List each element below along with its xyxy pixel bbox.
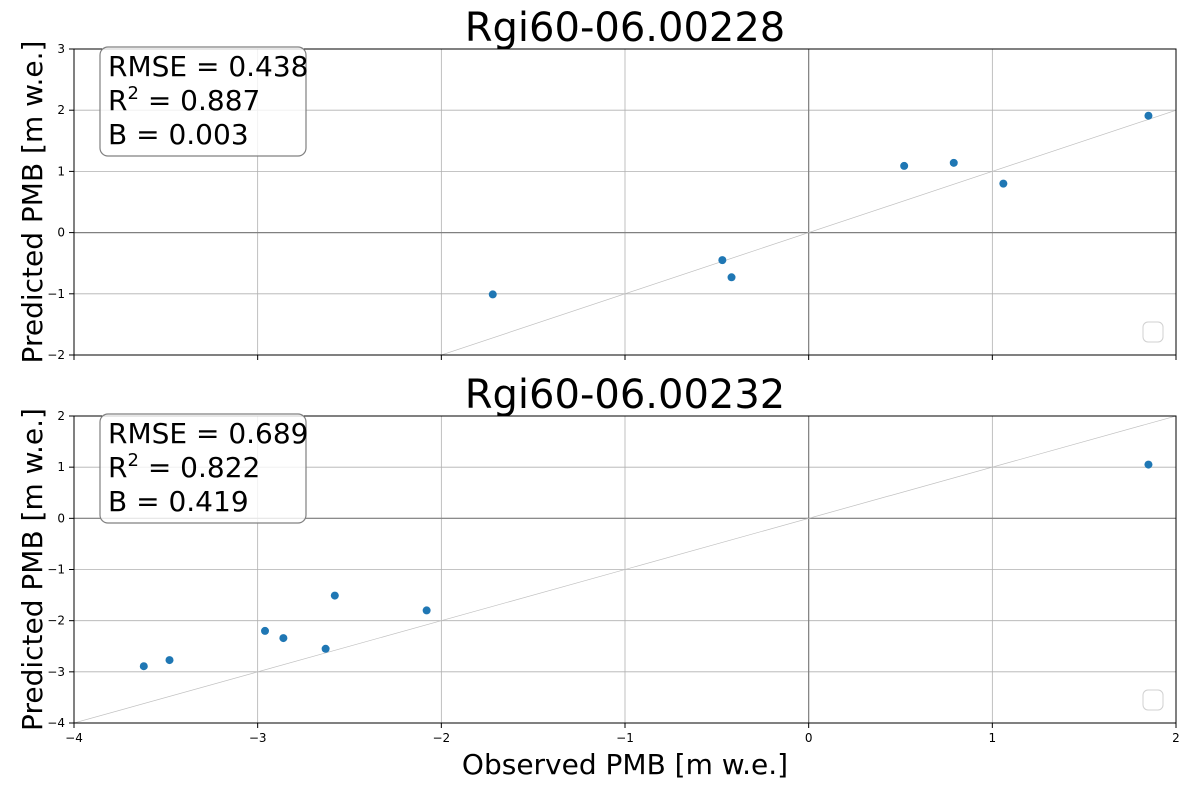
data-point [139, 662, 148, 671]
r2-stat: R2 = 0.822 [108, 450, 260, 484]
y-tick-label: 2 [57, 409, 65, 423]
y-tick-label: −4 [47, 716, 65, 730]
data-point [949, 158, 958, 167]
stats-box [99, 413, 307, 524]
y-tick-label: −1 [47, 563, 65, 577]
y-tick-label: 3 [57, 42, 65, 56]
bias-stat: B = 0.003 [108, 118, 249, 151]
y-tick-label: −3 [47, 665, 65, 679]
data-point [261, 626, 270, 635]
y-tick-label: 1 [57, 164, 65, 178]
data-point [1144, 111, 1153, 120]
rmse-stat: RMSE = 0.689 [108, 417, 309, 450]
y-tick-label: −2 [47, 348, 65, 362]
y-tick-label: −2 [47, 614, 65, 628]
x-tick-label: 1 [989, 731, 997, 745]
y-tick-label: 2 [57, 103, 65, 117]
panel-1: −2 −1 0 1 2 3 Rgi60-06.00228 Predicted PMB [m w… [16, 5, 1177, 364]
data-point [718, 256, 727, 265]
data-point [330, 591, 339, 600]
y-tick-label: 0 [57, 226, 65, 240]
y-tick-label: 1 [57, 460, 65, 474]
data-point [727, 273, 736, 282]
identity-line [440, 109, 1176, 355]
data-point [900, 161, 909, 170]
stats-box [99, 46, 307, 157]
rmse-stat: RMSE = 0.438 [108, 50, 309, 83]
data-point [279, 634, 288, 643]
x-tick-label: −1 [616, 731, 634, 745]
data-point [321, 644, 330, 653]
y-tick-label: 0 [57, 511, 65, 525]
chart-title: Rgi60-06.00232 [465, 372, 786, 418]
legend-box [1142, 321, 1164, 343]
x-tick-label: 2 [1172, 731, 1180, 745]
data-point [165, 656, 174, 665]
data-point [1144, 460, 1153, 469]
x-tick-label: −2 [432, 731, 450, 745]
panel-2: −4 −3 −2 −1 0 1 2 −4 −3 −2 −1 0 1 2 Rgi60-06.00232 Pred… [16, 372, 1180, 781]
r2-stat: R2 = 0.887 [108, 83, 260, 117]
x-tick-label: −3 [249, 731, 267, 745]
legend-box [1142, 689, 1164, 711]
y-tick-label: −1 [47, 287, 65, 301]
y-axis-label: Predicted PMB [m w.e.] [16, 408, 49, 731]
x-axis-label: Observed PMB [m w.e.] [462, 748, 788, 781]
x-tick-label: −4 [65, 731, 83, 745]
x-tick-label: 0 [805, 731, 813, 745]
bias-stat: B = 0.419 [108, 485, 249, 518]
identity-line [74, 416, 1176, 723]
data-point [422, 606, 431, 615]
data-point [999, 179, 1008, 188]
data-point [488, 290, 497, 299]
y-axis-label: Predicted PMB [m w.e.] [16, 41, 49, 364]
chart-title: Rgi60-06.00228 [465, 5, 786, 51]
